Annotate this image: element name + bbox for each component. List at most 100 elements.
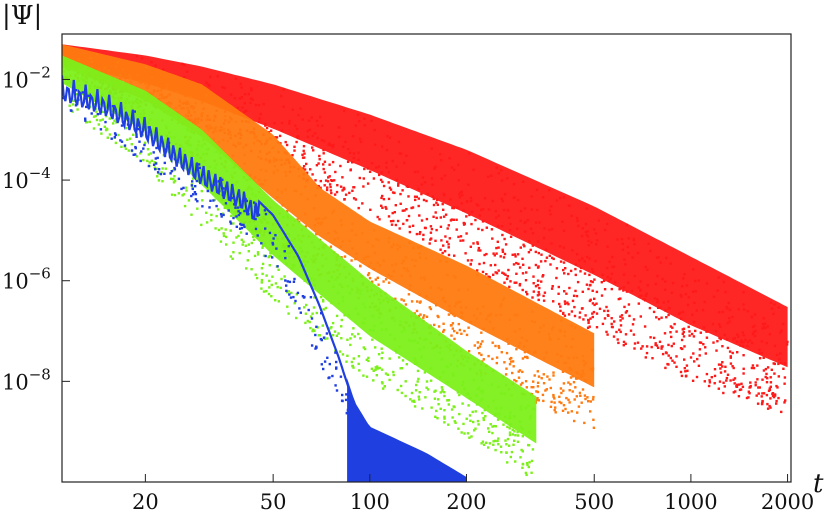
- series-3-point: [157, 179, 161, 182]
- series-3-point: [363, 347, 367, 351]
- series-1-point: [221, 86, 224, 89]
- series-1-point: [162, 68, 165, 71]
- series-1-point: [656, 300, 659, 303]
- series-3-point: [210, 213, 213, 217]
- series-2-point: [457, 322, 460, 326]
- series-1-point: [698, 348, 702, 351]
- series-1-point: [294, 124, 297, 127]
- series-3-point: [228, 204, 231, 207]
- series-3-point: [378, 316, 381, 319]
- series-3-point: [338, 350, 342, 353]
- series-1-point: [595, 243, 598, 246]
- series-3-point: [415, 383, 418, 387]
- series-4-point: [143, 143, 146, 147]
- series-2-point: [264, 169, 268, 173]
- series-1-point: [322, 167, 325, 171]
- series-2-point: [537, 330, 541, 334]
- series-3-point: [195, 147, 199, 151]
- series-1-point: [441, 251, 444, 255]
- series-1-point: [418, 232, 421, 236]
- series-2-point: [439, 259, 442, 263]
- series-1-point: [761, 392, 764, 395]
- series-1-point: [536, 208, 539, 212]
- series-2-point: [409, 284, 412, 287]
- series-1-point: [380, 196, 383, 200]
- series-4-point: [123, 144, 127, 147]
- series-1-point: [373, 128, 376, 132]
- series-3-point: [256, 251, 260, 254]
- series-3-point: [103, 125, 106, 128]
- series-3-point: [378, 366, 381, 370]
- series-1-point: [656, 346, 660, 349]
- series-2-point: [563, 361, 566, 365]
- series-3-point: [508, 415, 511, 418]
- series-2-point: [375, 238, 378, 241]
- series-2-point: [442, 296, 445, 299]
- series-3-point: [106, 136, 109, 139]
- series-1-point: [329, 189, 333, 192]
- series-1-point: [418, 214, 421, 217]
- series-2-point: [341, 240, 345, 243]
- series-1-point: [534, 285, 538, 288]
- series-1-point: [675, 330, 678, 333]
- series-1-point: [636, 341, 640, 344]
- series-1-point: [574, 289, 577, 293]
- series-1-point: [508, 229, 512, 232]
- series-1-point: [646, 268, 649, 271]
- series-3-point: [67, 67, 70, 70]
- series-1-point: [567, 272, 570, 276]
- series-2-point: [259, 168, 263, 171]
- series-1-point: [722, 391, 725, 395]
- series-2-point: [505, 367, 508, 370]
- series-3-point: [413, 339, 416, 342]
- series-3-point: [312, 306, 316, 309]
- series-1-point: [468, 213, 471, 217]
- series-1-point: [537, 251, 540, 255]
- series-4-point: [156, 156, 159, 160]
- series-2-point: [510, 356, 513, 360]
- series-1-point: [250, 87, 253, 90]
- series-1-point: [629, 329, 633, 332]
- series-3-point: [359, 292, 362, 295]
- series-4-point: [224, 202, 228, 205]
- series-1-point: [679, 311, 682, 314]
- series-1-point: [357, 206, 360, 210]
- series-4-point: [81, 91, 84, 94]
- series-3-point: [340, 325, 343, 328]
- series-1-point: [663, 332, 667, 335]
- series-2-point: [589, 410, 592, 413]
- series-1-point: [728, 308, 732, 312]
- series-1-point: [584, 314, 587, 317]
- series-3-point: [295, 293, 298, 296]
- series-3-point: [479, 369, 482, 372]
- series-3-point: [429, 367, 433, 370]
- series-3-point: [256, 253, 260, 256]
- series-2-point: [417, 246, 420, 249]
- series-2-point: [536, 385, 540, 388]
- series-1-point: [369, 208, 372, 211]
- series-3-point: [529, 415, 532, 418]
- series-1-point: [444, 213, 448, 216]
- series-3-point: [510, 394, 513, 397]
- series-1-point: [436, 203, 439, 206]
- series-2-point: [456, 331, 459, 335]
- series-2-point: [355, 252, 358, 255]
- series-1-point: [562, 311, 565, 315]
- series-1-point: [385, 148, 389, 152]
- series-1-point: [766, 325, 769, 328]
- series-1-point: [737, 308, 740, 311]
- series-1-point: [431, 183, 434, 186]
- series-2-point: [591, 398, 595, 401]
- series-3-point: [354, 307, 357, 310]
- series-1-point: [264, 122, 267, 126]
- series-1-point: [430, 227, 434, 231]
- series-1-point: [665, 256, 668, 260]
- series-1-point: [756, 378, 759, 381]
- series-3-point: [362, 322, 366, 325]
- series-1-point: [507, 268, 510, 272]
- series-1-point: [521, 288, 524, 292]
- series-3-point: [457, 427, 460, 430]
- series-2-point: [517, 376, 521, 379]
- series-3-point: [313, 278, 316, 282]
- series-2-point: [591, 367, 595, 370]
